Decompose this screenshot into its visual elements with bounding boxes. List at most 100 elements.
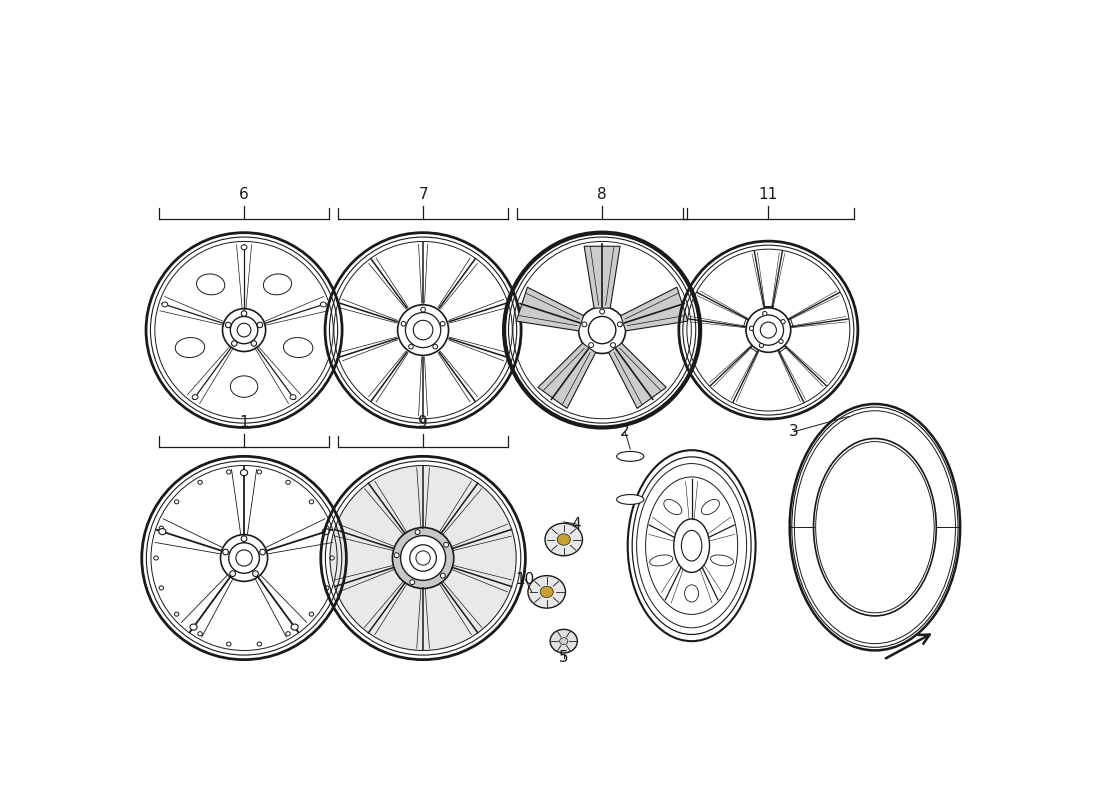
- Ellipse shape: [663, 499, 682, 514]
- Ellipse shape: [406, 313, 441, 348]
- Ellipse shape: [610, 342, 616, 347]
- Ellipse shape: [158, 529, 166, 534]
- Ellipse shape: [309, 500, 313, 504]
- Ellipse shape: [650, 555, 673, 566]
- Ellipse shape: [779, 339, 783, 343]
- Ellipse shape: [190, 624, 197, 630]
- Ellipse shape: [286, 632, 290, 636]
- Ellipse shape: [540, 586, 553, 598]
- Ellipse shape: [558, 534, 570, 546]
- Ellipse shape: [746, 308, 791, 352]
- Ellipse shape: [702, 499, 719, 514]
- Ellipse shape: [754, 315, 783, 345]
- Ellipse shape: [617, 494, 643, 505]
- Ellipse shape: [322, 529, 329, 534]
- Polygon shape: [608, 343, 667, 408]
- Ellipse shape: [222, 309, 265, 351]
- Ellipse shape: [410, 545, 437, 571]
- Ellipse shape: [175, 500, 179, 504]
- Ellipse shape: [263, 274, 292, 295]
- Ellipse shape: [420, 307, 426, 312]
- Polygon shape: [538, 343, 595, 408]
- Text: 10: 10: [516, 572, 535, 587]
- Ellipse shape: [229, 542, 260, 574]
- Polygon shape: [584, 246, 620, 308]
- Ellipse shape: [154, 556, 158, 560]
- Ellipse shape: [393, 527, 454, 589]
- Ellipse shape: [762, 311, 767, 316]
- Text: 8: 8: [597, 187, 607, 202]
- Ellipse shape: [397, 305, 449, 355]
- Ellipse shape: [227, 642, 231, 646]
- Ellipse shape: [684, 585, 699, 602]
- Ellipse shape: [160, 586, 164, 590]
- Text: 11: 11: [759, 187, 778, 202]
- Text: 9: 9: [418, 415, 428, 430]
- Ellipse shape: [290, 394, 296, 399]
- Polygon shape: [330, 466, 516, 650]
- Ellipse shape: [560, 638, 568, 645]
- Ellipse shape: [197, 274, 224, 295]
- Ellipse shape: [227, 470, 231, 474]
- Ellipse shape: [760, 322, 777, 338]
- Ellipse shape: [284, 338, 312, 358]
- Ellipse shape: [330, 556, 334, 560]
- Ellipse shape: [175, 338, 205, 358]
- Ellipse shape: [241, 310, 246, 316]
- Ellipse shape: [443, 542, 449, 547]
- Ellipse shape: [286, 480, 290, 484]
- Ellipse shape: [528, 576, 565, 608]
- Ellipse shape: [600, 309, 605, 314]
- Text: 7: 7: [418, 187, 428, 202]
- Ellipse shape: [309, 612, 313, 616]
- Ellipse shape: [414, 320, 433, 340]
- Ellipse shape: [749, 326, 754, 330]
- Ellipse shape: [617, 451, 643, 462]
- Ellipse shape: [402, 322, 406, 326]
- Ellipse shape: [222, 549, 229, 555]
- Ellipse shape: [241, 245, 248, 250]
- Ellipse shape: [230, 376, 257, 398]
- Ellipse shape: [432, 344, 438, 349]
- Ellipse shape: [257, 322, 263, 328]
- Ellipse shape: [198, 480, 202, 484]
- Ellipse shape: [617, 322, 623, 326]
- Ellipse shape: [394, 553, 399, 558]
- Ellipse shape: [410, 580, 415, 585]
- Ellipse shape: [257, 470, 262, 474]
- Ellipse shape: [579, 306, 626, 354]
- Ellipse shape: [415, 530, 420, 534]
- Ellipse shape: [781, 319, 785, 324]
- Ellipse shape: [550, 630, 578, 653]
- Ellipse shape: [192, 394, 198, 399]
- Ellipse shape: [711, 555, 734, 566]
- Ellipse shape: [400, 536, 446, 580]
- Text: 4: 4: [572, 517, 581, 532]
- Ellipse shape: [251, 341, 256, 346]
- Text: 5: 5: [559, 650, 569, 666]
- Ellipse shape: [160, 526, 164, 530]
- Ellipse shape: [292, 624, 298, 630]
- Ellipse shape: [440, 574, 446, 578]
- Ellipse shape: [440, 322, 446, 326]
- Ellipse shape: [230, 317, 257, 344]
- Ellipse shape: [416, 551, 430, 565]
- Polygon shape: [516, 287, 584, 331]
- Ellipse shape: [324, 526, 329, 530]
- Ellipse shape: [588, 342, 594, 347]
- Ellipse shape: [175, 612, 179, 616]
- Ellipse shape: [253, 570, 258, 577]
- Ellipse shape: [320, 302, 327, 307]
- Ellipse shape: [198, 632, 202, 636]
- Ellipse shape: [324, 586, 329, 590]
- Ellipse shape: [230, 570, 235, 577]
- Ellipse shape: [408, 344, 414, 349]
- Text: 1: 1: [240, 415, 249, 430]
- Text: 6: 6: [239, 187, 249, 202]
- Ellipse shape: [241, 470, 248, 476]
- Ellipse shape: [162, 302, 168, 307]
- Ellipse shape: [226, 322, 231, 328]
- Ellipse shape: [582, 322, 586, 326]
- Ellipse shape: [588, 317, 616, 344]
- Polygon shape: [620, 287, 688, 331]
